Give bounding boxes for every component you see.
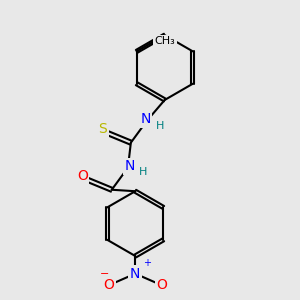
Text: H: H bbox=[156, 122, 164, 131]
Text: O: O bbox=[156, 278, 167, 292]
Text: N: N bbox=[124, 159, 135, 173]
Text: +: + bbox=[142, 258, 151, 268]
Text: CH₃: CH₃ bbox=[154, 36, 175, 46]
Text: −: − bbox=[99, 269, 109, 280]
Text: O: O bbox=[77, 169, 88, 184]
Text: H: H bbox=[139, 167, 147, 177]
Text: S: S bbox=[98, 122, 107, 136]
Text: N: N bbox=[140, 112, 151, 126]
Text: O: O bbox=[103, 278, 114, 292]
Text: N: N bbox=[130, 267, 140, 281]
